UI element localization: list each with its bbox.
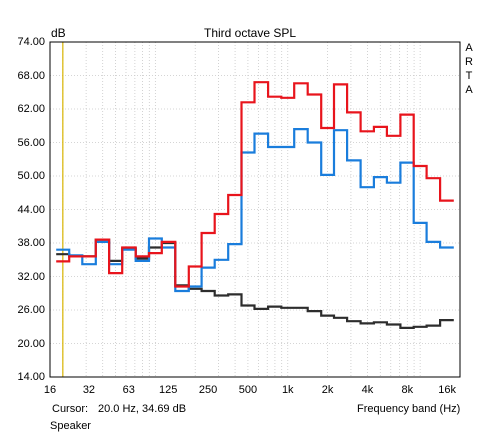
y-tick-label: 50.00 xyxy=(17,170,45,182)
grid xyxy=(50,41,460,378)
arta-letter: A xyxy=(465,42,473,54)
x-tick-label: 63 xyxy=(122,384,135,396)
series-layer xyxy=(56,81,454,329)
channel-label: Speaker xyxy=(50,420,91,432)
y-tick-label: 38.00 xyxy=(17,237,45,249)
arta-label: A R T A xyxy=(462,41,476,97)
y-tick-label: 74.00 xyxy=(17,36,45,48)
x-tick-label: 1k xyxy=(281,384,294,396)
x-tick-label: 2k xyxy=(321,384,334,396)
chart-title: Third octave SPL xyxy=(204,26,297,40)
arta-letter: A xyxy=(465,84,473,96)
x-tick-label: 500 xyxy=(238,384,258,396)
plot-border xyxy=(49,41,461,378)
cursor-readout: 20.0 Hz, 34.69 dB xyxy=(98,403,187,415)
arta-letter: R xyxy=(465,56,473,68)
y-axis-label: dB xyxy=(51,26,66,40)
x-tick-label: 32 xyxy=(82,384,96,396)
x-tick-label: 16k xyxy=(438,384,457,396)
y-tick-label: 14.00 xyxy=(17,371,45,383)
y-tick-label: 44.00 xyxy=(17,203,45,216)
y-tick-label: 32.00 xyxy=(17,270,45,283)
y-tick-label: 56.00 xyxy=(17,136,45,149)
y-tick-label: 26.00 xyxy=(17,304,45,316)
cursor-label: Cursor: xyxy=(52,403,89,415)
y-tick-label: 62.00 xyxy=(17,103,45,115)
x-tick-label: 8k xyxy=(401,384,414,396)
x-tick-label: 16 xyxy=(43,384,57,396)
y-tick-label: 68.00 xyxy=(17,69,45,82)
arta-letter: T xyxy=(465,70,473,82)
x-axis-label: Frequency band (Hz) xyxy=(357,403,461,415)
x-tick-label: 4k xyxy=(361,384,374,396)
series-line-1 xyxy=(56,81,454,288)
x-tick-label: 125 xyxy=(159,384,178,396)
y-tick-label: 20.00 xyxy=(17,337,45,350)
x-tick-label: 250 xyxy=(198,384,218,396)
